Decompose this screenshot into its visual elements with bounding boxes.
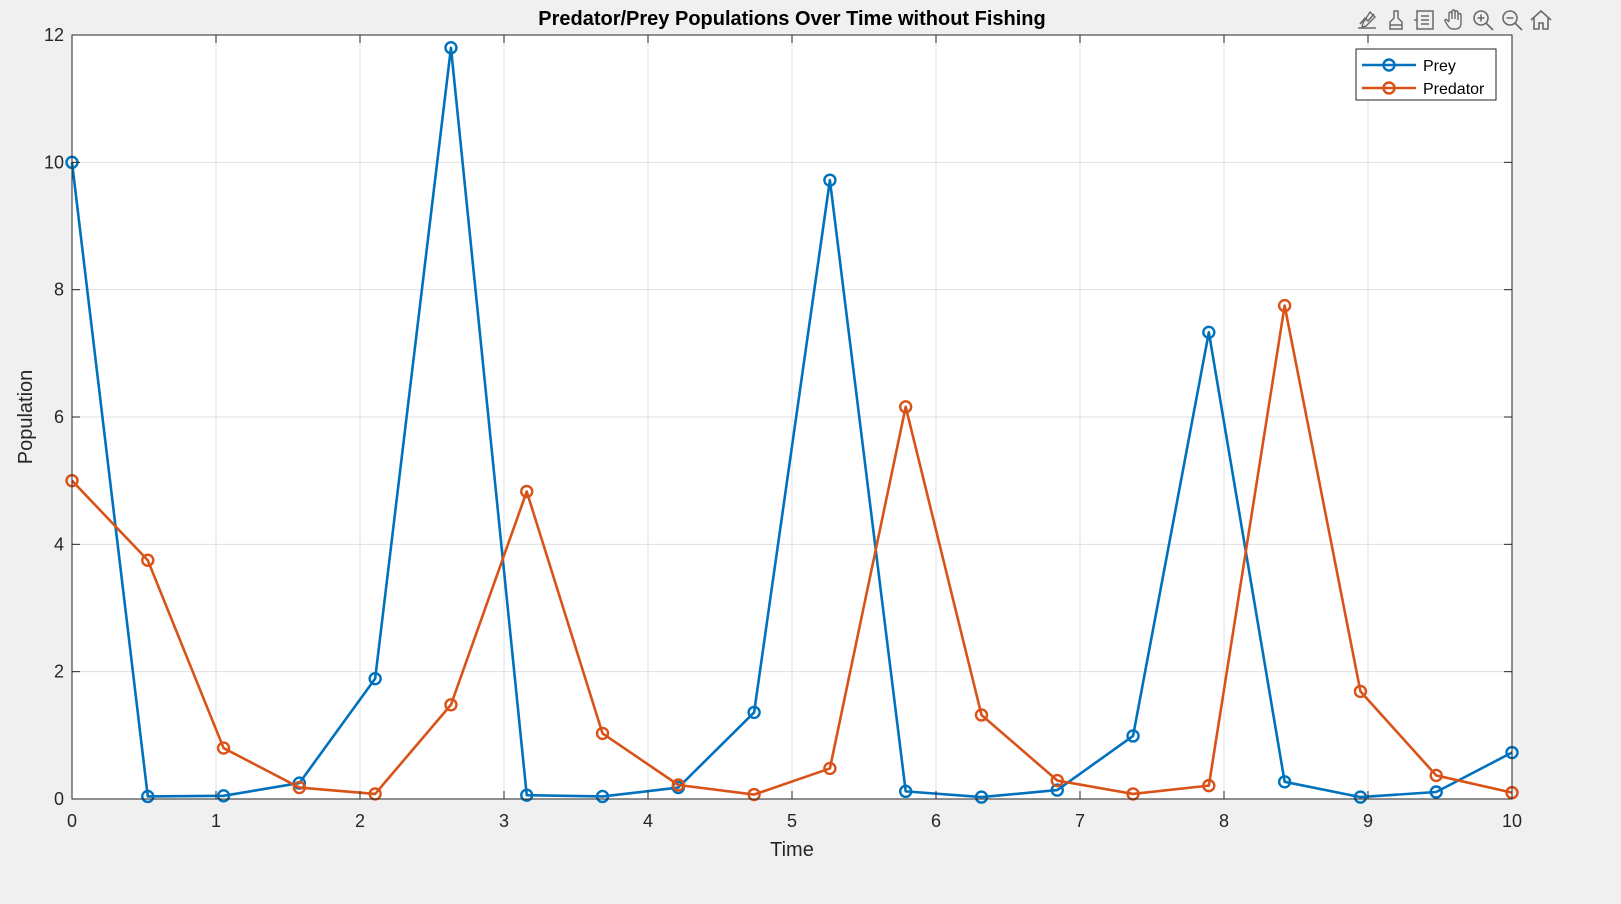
data-point-prey: [1429, 785, 1443, 799]
data-point-predator: [1353, 684, 1368, 699]
data-point-predator: [141, 553, 155, 567]
x-tick-label: 5: [787, 811, 797, 831]
data-point-prey: [1353, 790, 1368, 804]
zoom-out-icon: [1501, 10, 1523, 31]
tick-marks: [71, 34, 1513, 800]
data-point-predator: [216, 741, 231, 755]
y-tick-label: 10: [44, 152, 64, 172]
x-axis-label: Time: [770, 839, 814, 861]
legend-label-prey: Prey: [1423, 58, 1456, 75]
edit-plot-icon: [1357, 10, 1376, 29]
y-tick-label: 12: [44, 25, 64, 45]
x-tick-label: 6: [931, 811, 941, 831]
pan-button[interactable]: [1440, 7, 1467, 34]
y-axis-label: Population: [15, 370, 37, 465]
home-icon: [1529, 9, 1552, 30]
legend-entry-prey: Prey: [1362, 58, 1456, 75]
axes-toolbar: [1353, 6, 1554, 34]
y-tick-label: 4: [54, 534, 64, 554]
legend[interactable]: Prey Predator: [1355, 48, 1497, 101]
x-tick-label: 7: [1075, 811, 1085, 831]
brush-icon: [1388, 10, 1403, 30]
home-button[interactable]: [1527, 7, 1554, 34]
pan-icon: [1443, 9, 1462, 30]
legend-marker-prey: [1382, 58, 1396, 72]
data-point-prey: [974, 790, 989, 804]
chart-title: Predator/Prey Populations Over Time with…: [538, 8, 1046, 30]
legend-marker-predator: [1382, 81, 1396, 95]
data-point-predator: [1277, 298, 1292, 313]
data-point-predator: [898, 400, 913, 414]
series-line-predator: [71, 304, 1513, 796]
y-tick-label: 2: [54, 662, 64, 682]
brush-button[interactable]: [1382, 7, 1409, 34]
data-point-predator: [1429, 768, 1443, 783]
x-tick-label: 0: [67, 811, 77, 831]
x-tick-label: 4: [643, 811, 653, 831]
y-tick-label: 6: [54, 407, 64, 427]
data-point-prey: [1050, 783, 1064, 797]
x-tick-label: 3: [499, 811, 509, 831]
zoom-in-icon: [1472, 10, 1494, 31]
data-point-prey: [368, 671, 382, 686]
data-point-prey: [1202, 325, 1216, 340]
data-point-predator: [1202, 778, 1216, 793]
data-point-predator: [747, 787, 761, 802]
data-point-prey: [1277, 775, 1292, 789]
data-point-prey: [595, 789, 610, 804]
x-tick-label: 10: [1502, 811, 1522, 831]
y-tick-labels: 0 2 4 6 8 10 12: [44, 25, 64, 809]
data-point-prey: [747, 705, 761, 720]
data-tips-button[interactable]: [1411, 7, 1438, 34]
y-tick-label: 8: [54, 280, 64, 300]
data-point-predator: [671, 778, 686, 792]
data-point-prey: [216, 789, 231, 803]
x-tick-label: 2: [355, 811, 365, 831]
data-point-prey: [520, 788, 534, 802]
data-point-predator: [520, 484, 534, 499]
x-tick-label: 1: [211, 811, 221, 831]
data-point-predator: [823, 761, 837, 776]
x-tick-label: 9: [1363, 811, 1373, 831]
y-tick-label: 0: [54, 789, 64, 809]
series-line-prey: [70, 46, 1513, 799]
edit-plot-button[interactable]: [1353, 7, 1380, 34]
legend-box: [1355, 48, 1497, 101]
x-tick-label: 8: [1219, 811, 1229, 831]
data-point-prey: [1126, 729, 1140, 743]
data-tips-icon: [1413, 10, 1434, 30]
data-point-predator: [444, 698, 458, 712]
data-point-predator: [974, 708, 989, 722]
data-point-predator: [292, 780, 307, 795]
data-point-prey: [444, 41, 458, 55]
legend-entry-predator: Predator: [1362, 81, 1485, 98]
data-point-prey: [823, 173, 837, 187]
data-point-prey: [898, 784, 913, 799]
x-tick-labels: 0 1 2 3 4 5 6 7 8 9 10: [67, 811, 1522, 831]
data-point-predator: [595, 726, 610, 741]
data-point-predator: [1050, 773, 1064, 788]
legend-label-predator: Predator: [1423, 81, 1485, 98]
zoom-out-button[interactable]: [1498, 7, 1525, 34]
zoom-in-button[interactable]: [1469, 7, 1496, 34]
data-point-prey: [141, 789, 155, 804]
